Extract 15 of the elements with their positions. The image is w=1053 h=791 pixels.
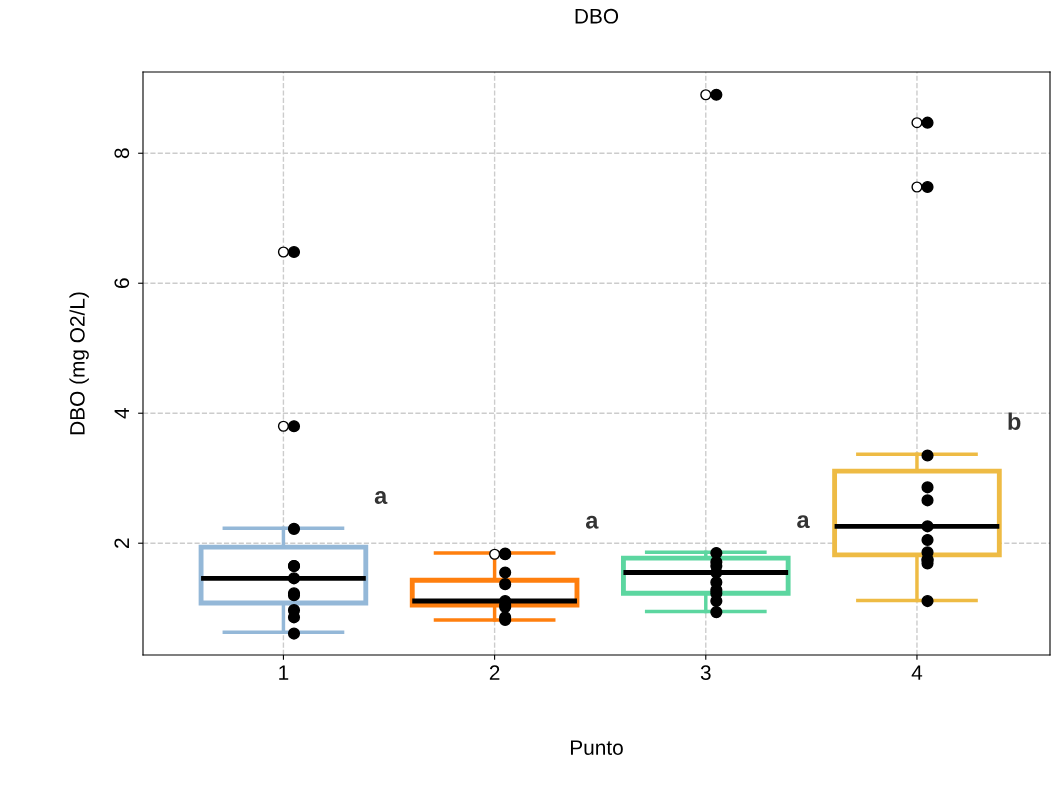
x-tick-label: 2 [489,665,500,680]
x-tick-label: 4 [911,665,923,680]
y-tick-label: 6 [114,278,130,288]
x-axis-title: Punto [570,740,623,755]
y-tick-label: 8 [114,148,130,159]
x-tick-label: 1 [279,665,289,680]
y-axis-title: DBO (mg O2/L) [69,292,89,435]
annotation: a [374,491,388,505]
annotation: a [585,515,599,529]
annotation: a [797,515,810,529]
chart-title: DBO [575,8,619,24]
x-tick-label: 3 [700,665,711,681]
y-tick-label: 2 [114,538,129,548]
annotation: b [1008,412,1021,430]
y-tick-label: 4 [114,408,129,419]
